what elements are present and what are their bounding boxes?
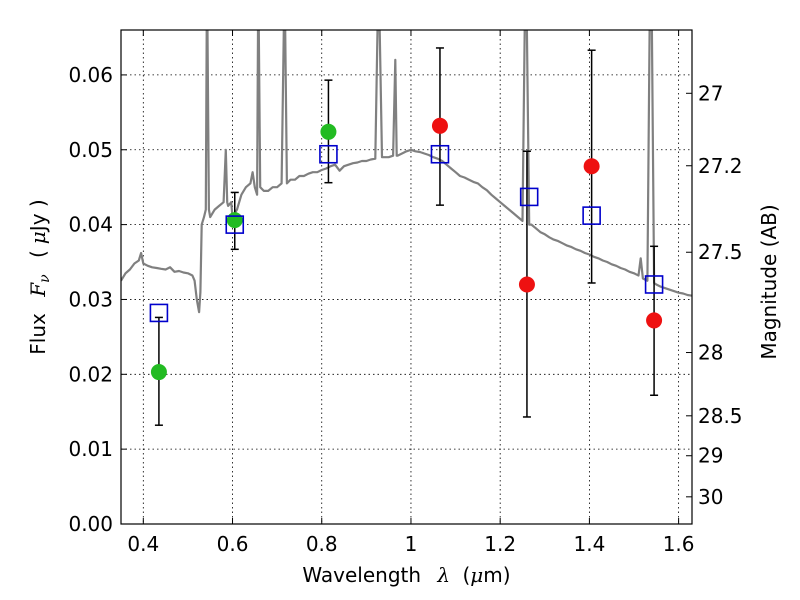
x-tick-label: 1.6 (663, 532, 695, 556)
model-box (519, 187, 539, 207)
y-axis-label: Flux Fν (μJy ) (26, 199, 54, 354)
x-tick-label: 0.4 (127, 532, 159, 556)
y-tick-label: 0.06 (68, 63, 113, 87)
y2-tick-label: 28.5 (698, 404, 743, 428)
observed-point-red (646, 312, 663, 329)
y2-axis-ticks: 27 27.2 27.5 28 28.5 29 30 (686, 81, 743, 509)
y2-tick-label: 27 (698, 81, 723, 105)
observed-point-red (518, 276, 535, 293)
observed-points (150, 117, 663, 381)
plot-frame (120, 29, 693, 525)
y2-tick-label: 27.5 (698, 240, 743, 264)
y-tick-label: 0.03 (68, 287, 113, 311)
x-axis-label: Wavelength λ (μm) (302, 563, 510, 587)
model-box (430, 144, 450, 164)
y2-tick-label: 27.2 (698, 154, 743, 178)
y-tick-label: 0.04 (68, 213, 113, 237)
template-spectrum (121, 30, 692, 314)
y-tick-label: 0.00 (68, 512, 113, 536)
x-tick-label: 0.6 (217, 532, 249, 556)
y2-tick-label: 30 (698, 485, 723, 509)
y-tick-label: 0.01 (68, 437, 113, 461)
model-box (225, 215, 245, 234)
model-box (149, 303, 169, 323)
observed-point-green (320, 123, 337, 140)
y2-tick-label: 29 (698, 444, 723, 468)
y2-axis-label: Magnitude (AB) (757, 204, 781, 359)
template-spectrum-line (121, 30, 692, 314)
observed-point-red (431, 117, 448, 134)
x-tick-label: 0.8 (306, 532, 338, 556)
observed-point-green (150, 364, 167, 381)
x-tick-label: 1.4 (573, 532, 605, 556)
y-tick-label: 0.05 (68, 138, 113, 162)
observed-point-green (226, 212, 243, 229)
error-bars (154, 47, 659, 426)
x-tick-label: 1 (405, 532, 418, 556)
model-photometry-boxes (149, 144, 664, 323)
y-tick-label: 0.02 (68, 362, 113, 386)
x-tick-label: 1.2 (484, 532, 516, 556)
y-axis-ticks: 0.00 0.01 0.02 0.03 0.04 0.05 0.06 (68, 63, 127, 536)
model-box (644, 275, 664, 294)
model-box (582, 206, 601, 225)
y2-tick-label: 28 (698, 341, 723, 365)
model-box (319, 144, 338, 164)
x-axis-ticks: 0.4 0.6 0.8 1 1.2 1.4 1.6 (127, 30, 695, 556)
observed-point-red (583, 158, 600, 175)
